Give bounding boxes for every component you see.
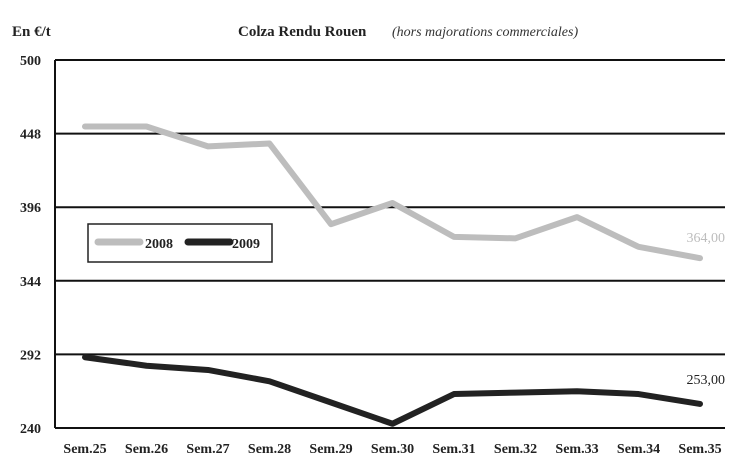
x-tick-label: Sem.27 [186,442,229,457]
x-tick-label: Sem.35 [678,442,721,457]
y-tick-label: 500 [20,54,41,69]
data-labels: 364,00 253,00 [687,231,726,388]
series-lines [82,123,703,427]
y-unit-label: En €/t [12,24,51,40]
y-tick-label: 396 [20,201,41,216]
x-tick-label: Sem.32 [494,442,537,457]
x-tick-label: Sem.34 [617,442,660,457]
x-tick-label: Sem.26 [125,442,168,457]
legend-label-2008: 2008 [145,237,173,252]
x-tick-label: Sem.25 [63,442,106,457]
legend-label-2009: 2009 [232,237,260,252]
x-tick-label: Sem.30 [371,442,414,457]
x-tick-label: Sem.33 [555,442,598,457]
legend: 2008 2009 [87,223,273,263]
x-tick-label: Sem.29 [309,442,352,457]
y-tick-label: 240 [20,422,41,437]
y-tick-label: 344 [20,275,41,290]
series-line-2008 [82,123,703,262]
y-tick-label: 292 [20,348,41,363]
chart-subtitle: (hors majorations commerciales) [392,25,578,40]
data-label-2008: 364,00 [687,231,726,246]
x-tick-label: Sem.28 [248,442,291,457]
series-line-2009 [82,354,703,427]
y-axis-ticks: 500 448 396 344 292 240 [20,54,41,437]
x-axis-ticks: Sem.25 Sem.26 Sem.27 Sem.28 Sem.29 Sem.30 Sem.… [63,442,721,457]
y-tick-label: 448 [20,128,41,143]
chart-title: Colza Rendu Rouen [238,24,367,40]
x-tick-label: Sem.31 [432,442,475,457]
data-label-2009: 253,00 [687,373,726,388]
